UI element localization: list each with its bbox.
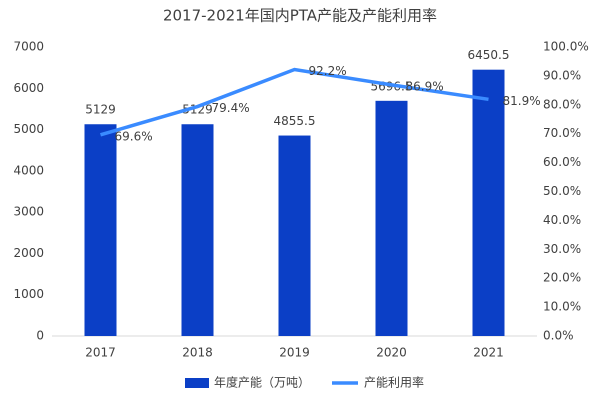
x-tick-label: 2017 bbox=[85, 346, 116, 360]
y-tick-label: 4000 bbox=[13, 163, 44, 177]
line-value-label: 86.9% bbox=[406, 79, 444, 93]
bar bbox=[375, 100, 408, 337]
y2-tick-label: 70.0% bbox=[543, 126, 581, 140]
line-value-label: 79.4% bbox=[212, 101, 250, 115]
x-tick-label: 2020 bbox=[376, 346, 407, 360]
bar bbox=[84, 124, 117, 336]
y-tick-label: 0 bbox=[36, 329, 44, 343]
y2-tick-label: 0.0% bbox=[543, 329, 574, 343]
y-tick-label: 3000 bbox=[13, 205, 44, 219]
y2-tick-label: 30.0% bbox=[543, 242, 581, 256]
legend-label: 产能利用率 bbox=[364, 375, 424, 390]
legend-label: 年度产能（万吨） bbox=[214, 375, 310, 390]
y-tick-label: 5000 bbox=[13, 122, 44, 136]
x-tick-label: 2018 bbox=[182, 346, 213, 360]
legend-swatch bbox=[185, 378, 209, 388]
y-tick-label: 6000 bbox=[13, 81, 44, 95]
x-tick-label: 2021 bbox=[473, 346, 504, 360]
y-tick-label: 7000 bbox=[13, 40, 44, 54]
line-value-label: 69.6% bbox=[115, 129, 153, 143]
chart-title: 2017-2021年国内PTA产能及产能利用率 bbox=[163, 7, 437, 25]
line-value-label: 81.9% bbox=[503, 94, 541, 108]
line-value-label: 92.2% bbox=[309, 64, 347, 78]
y2-tick-label: 40.0% bbox=[543, 213, 581, 227]
bar-value-label: 6450.5 bbox=[468, 48, 510, 62]
bar-value-label: 5129 bbox=[182, 103, 213, 117]
bar-value-label: 5129 bbox=[85, 103, 116, 117]
y-tick-label: 2000 bbox=[13, 246, 44, 260]
y-tick-label: 1000 bbox=[13, 287, 44, 301]
y2-tick-label: 20.0% bbox=[543, 271, 581, 285]
y2-tick-label: 10.0% bbox=[543, 300, 581, 314]
y2-tick-label: 100.0% bbox=[543, 40, 589, 54]
y2-tick-label: 50.0% bbox=[543, 184, 581, 198]
y2-tick-label: 80.0% bbox=[543, 97, 581, 111]
bar bbox=[278, 135, 311, 336]
bar bbox=[472, 69, 505, 337]
x-tick-label: 2019 bbox=[279, 346, 310, 360]
bar-value-label: 4855.5 bbox=[274, 114, 316, 128]
y2-tick-label: 90.0% bbox=[543, 68, 581, 82]
y2-tick-label: 60.0% bbox=[543, 155, 581, 169]
line-series bbox=[100, 67, 489, 137]
bar bbox=[181, 124, 214, 336]
